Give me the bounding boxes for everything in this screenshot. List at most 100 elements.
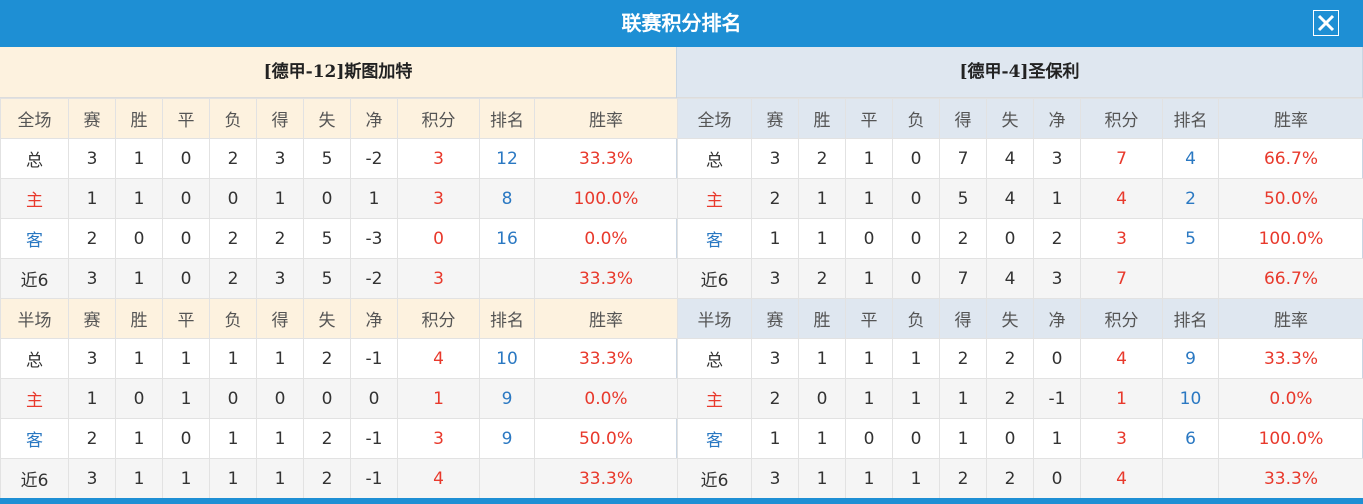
cell: 100.0% — [534, 178, 678, 219]
cell: 0 — [256, 378, 304, 419]
cell: 0 — [350, 378, 398, 419]
cell: 1 — [115, 258, 163, 299]
column-header: 得 — [256, 98, 304, 139]
cell: -2 — [350, 258, 398, 299]
standings-table: 全场赛胜平负得失净积分 排名 胜率总 3 2 1 0 7 4 3 7 4 66.7% 主 2 1 1 0 5 4 1 4 2… — [677, 98, 1363, 499]
team-name: [德甲-4]圣保利 — [677, 47, 1362, 98]
cell: 0 — [986, 418, 1034, 459]
cell: 33.3% — [1218, 458, 1363, 499]
cell: 1 — [1033, 418, 1081, 459]
cell: 3 — [68, 138, 116, 179]
cell: 2 — [256, 218, 304, 259]
column-header: 平 — [162, 298, 210, 339]
cell: 2 — [986, 378, 1034, 419]
team-name: [德甲-12]斯图加特 — [0, 47, 676, 98]
column-header: 胜 — [798, 298, 846, 339]
column-header: 半场 — [0, 298, 69, 339]
cell — [1162, 458, 1219, 499]
cell: 1 — [798, 178, 846, 219]
header-row: 全场赛胜平负得失净积分 排名 胜率 — [0, 98, 678, 139]
row-label: 近6 — [677, 258, 752, 299]
cell: 1 — [751, 418, 799, 459]
cell: 4 — [1080, 178, 1163, 219]
cell: 1 — [845, 458, 893, 499]
cell: 0 — [162, 418, 210, 459]
cell: 1 — [798, 338, 846, 379]
cell: 1 — [892, 458, 940, 499]
cell: 33.3% — [534, 338, 678, 379]
cell: -1 — [350, 338, 398, 379]
cell: 3 — [256, 138, 304, 179]
row-label: 近6 — [0, 458, 69, 499]
column-header: 积分 — [1080, 298, 1163, 339]
cell: 1 — [256, 458, 304, 499]
cell: -1 — [350, 418, 398, 459]
cell: 1 — [256, 418, 304, 459]
row-label: 主 — [677, 378, 752, 419]
cell: 4 — [1080, 338, 1163, 379]
cell: 1 — [798, 218, 846, 259]
cell: 1 — [256, 178, 304, 219]
row-label: 总 — [677, 338, 752, 379]
cell: 4 — [1162, 138, 1219, 179]
cell: 7 — [939, 258, 987, 299]
dialog-title: 联赛积分排名 — [621, 11, 742, 35]
cell: 0 — [892, 418, 940, 459]
bottom-bar — [0, 498, 1363, 504]
cell: 1 — [162, 458, 210, 499]
column-header: 失 — [986, 298, 1034, 339]
cell: 1 — [751, 218, 799, 259]
column-header: 排名 — [479, 98, 535, 139]
cell: 2 — [209, 258, 257, 299]
column-header: 胜率 — [534, 98, 678, 139]
cell: 1 — [209, 418, 257, 459]
cell: 3 — [68, 258, 116, 299]
cell: 2 — [751, 178, 799, 219]
cell: 2 — [68, 418, 116, 459]
cell: 2 — [986, 458, 1034, 499]
row-label: 客 — [677, 418, 752, 459]
header-row: 全场赛胜平负得失净积分 排名 胜率 — [677, 98, 1363, 139]
cell: 7 — [939, 138, 987, 179]
column-header: 积分 — [1080, 98, 1163, 139]
cell: 3 — [751, 458, 799, 499]
cell: 1 — [939, 378, 987, 419]
cell: 1 — [115, 178, 163, 219]
row-label: 近6 — [677, 458, 752, 499]
column-header: 负 — [892, 298, 940, 339]
column-header: 胜率 — [1218, 98, 1363, 139]
cell: -2 — [350, 138, 398, 179]
cell: 1 — [350, 178, 398, 219]
column-header: 失 — [303, 298, 351, 339]
cell: 7 — [1080, 258, 1163, 299]
cell: 4 — [986, 138, 1034, 179]
column-header: 负 — [209, 298, 257, 339]
cell: 4 — [986, 178, 1034, 219]
cell: 4 — [397, 458, 480, 499]
cell: 100.0% — [1218, 218, 1363, 259]
cell: 33.3% — [1218, 338, 1363, 379]
cell: 3 — [1080, 218, 1163, 259]
row-label: 总 — [677, 138, 752, 179]
cell: 0 — [845, 418, 893, 459]
cell: 0 — [115, 218, 163, 259]
cell: 0 — [892, 138, 940, 179]
team-panel: [德甲-12]斯图加特 全场赛胜平负得失净积分 排名 胜率总 3 1 0 2 3 5 -2 3 12 33… — [0, 47, 678, 499]
standings-table: 全场赛胜平负得失净积分 排名 胜率总 3 1 0 2 3 5 -2 3 12 33.3% 主 1 1 0 0 1 0 1… — [0, 98, 678, 499]
column-header: 赛 — [68, 98, 116, 139]
cell: 3 — [1080, 418, 1163, 459]
column-header: 排名 — [479, 298, 535, 339]
cell: 0 — [892, 258, 940, 299]
data-row: 主 2 0 1 1 1 2 -1 1 10 0.0% — [677, 378, 1363, 419]
cell: 1 — [115, 338, 163, 379]
row-label: 总 — [0, 138, 69, 179]
cell — [479, 458, 535, 499]
column-header: 平 — [845, 98, 893, 139]
cell: 2 — [209, 138, 257, 179]
cell: 0 — [209, 378, 257, 419]
cell: 2 — [303, 458, 351, 499]
cell: 10 — [479, 338, 535, 379]
cell: 0 — [303, 178, 351, 219]
column-header: 平 — [845, 298, 893, 339]
close-button[interactable] — [1313, 10, 1339, 36]
